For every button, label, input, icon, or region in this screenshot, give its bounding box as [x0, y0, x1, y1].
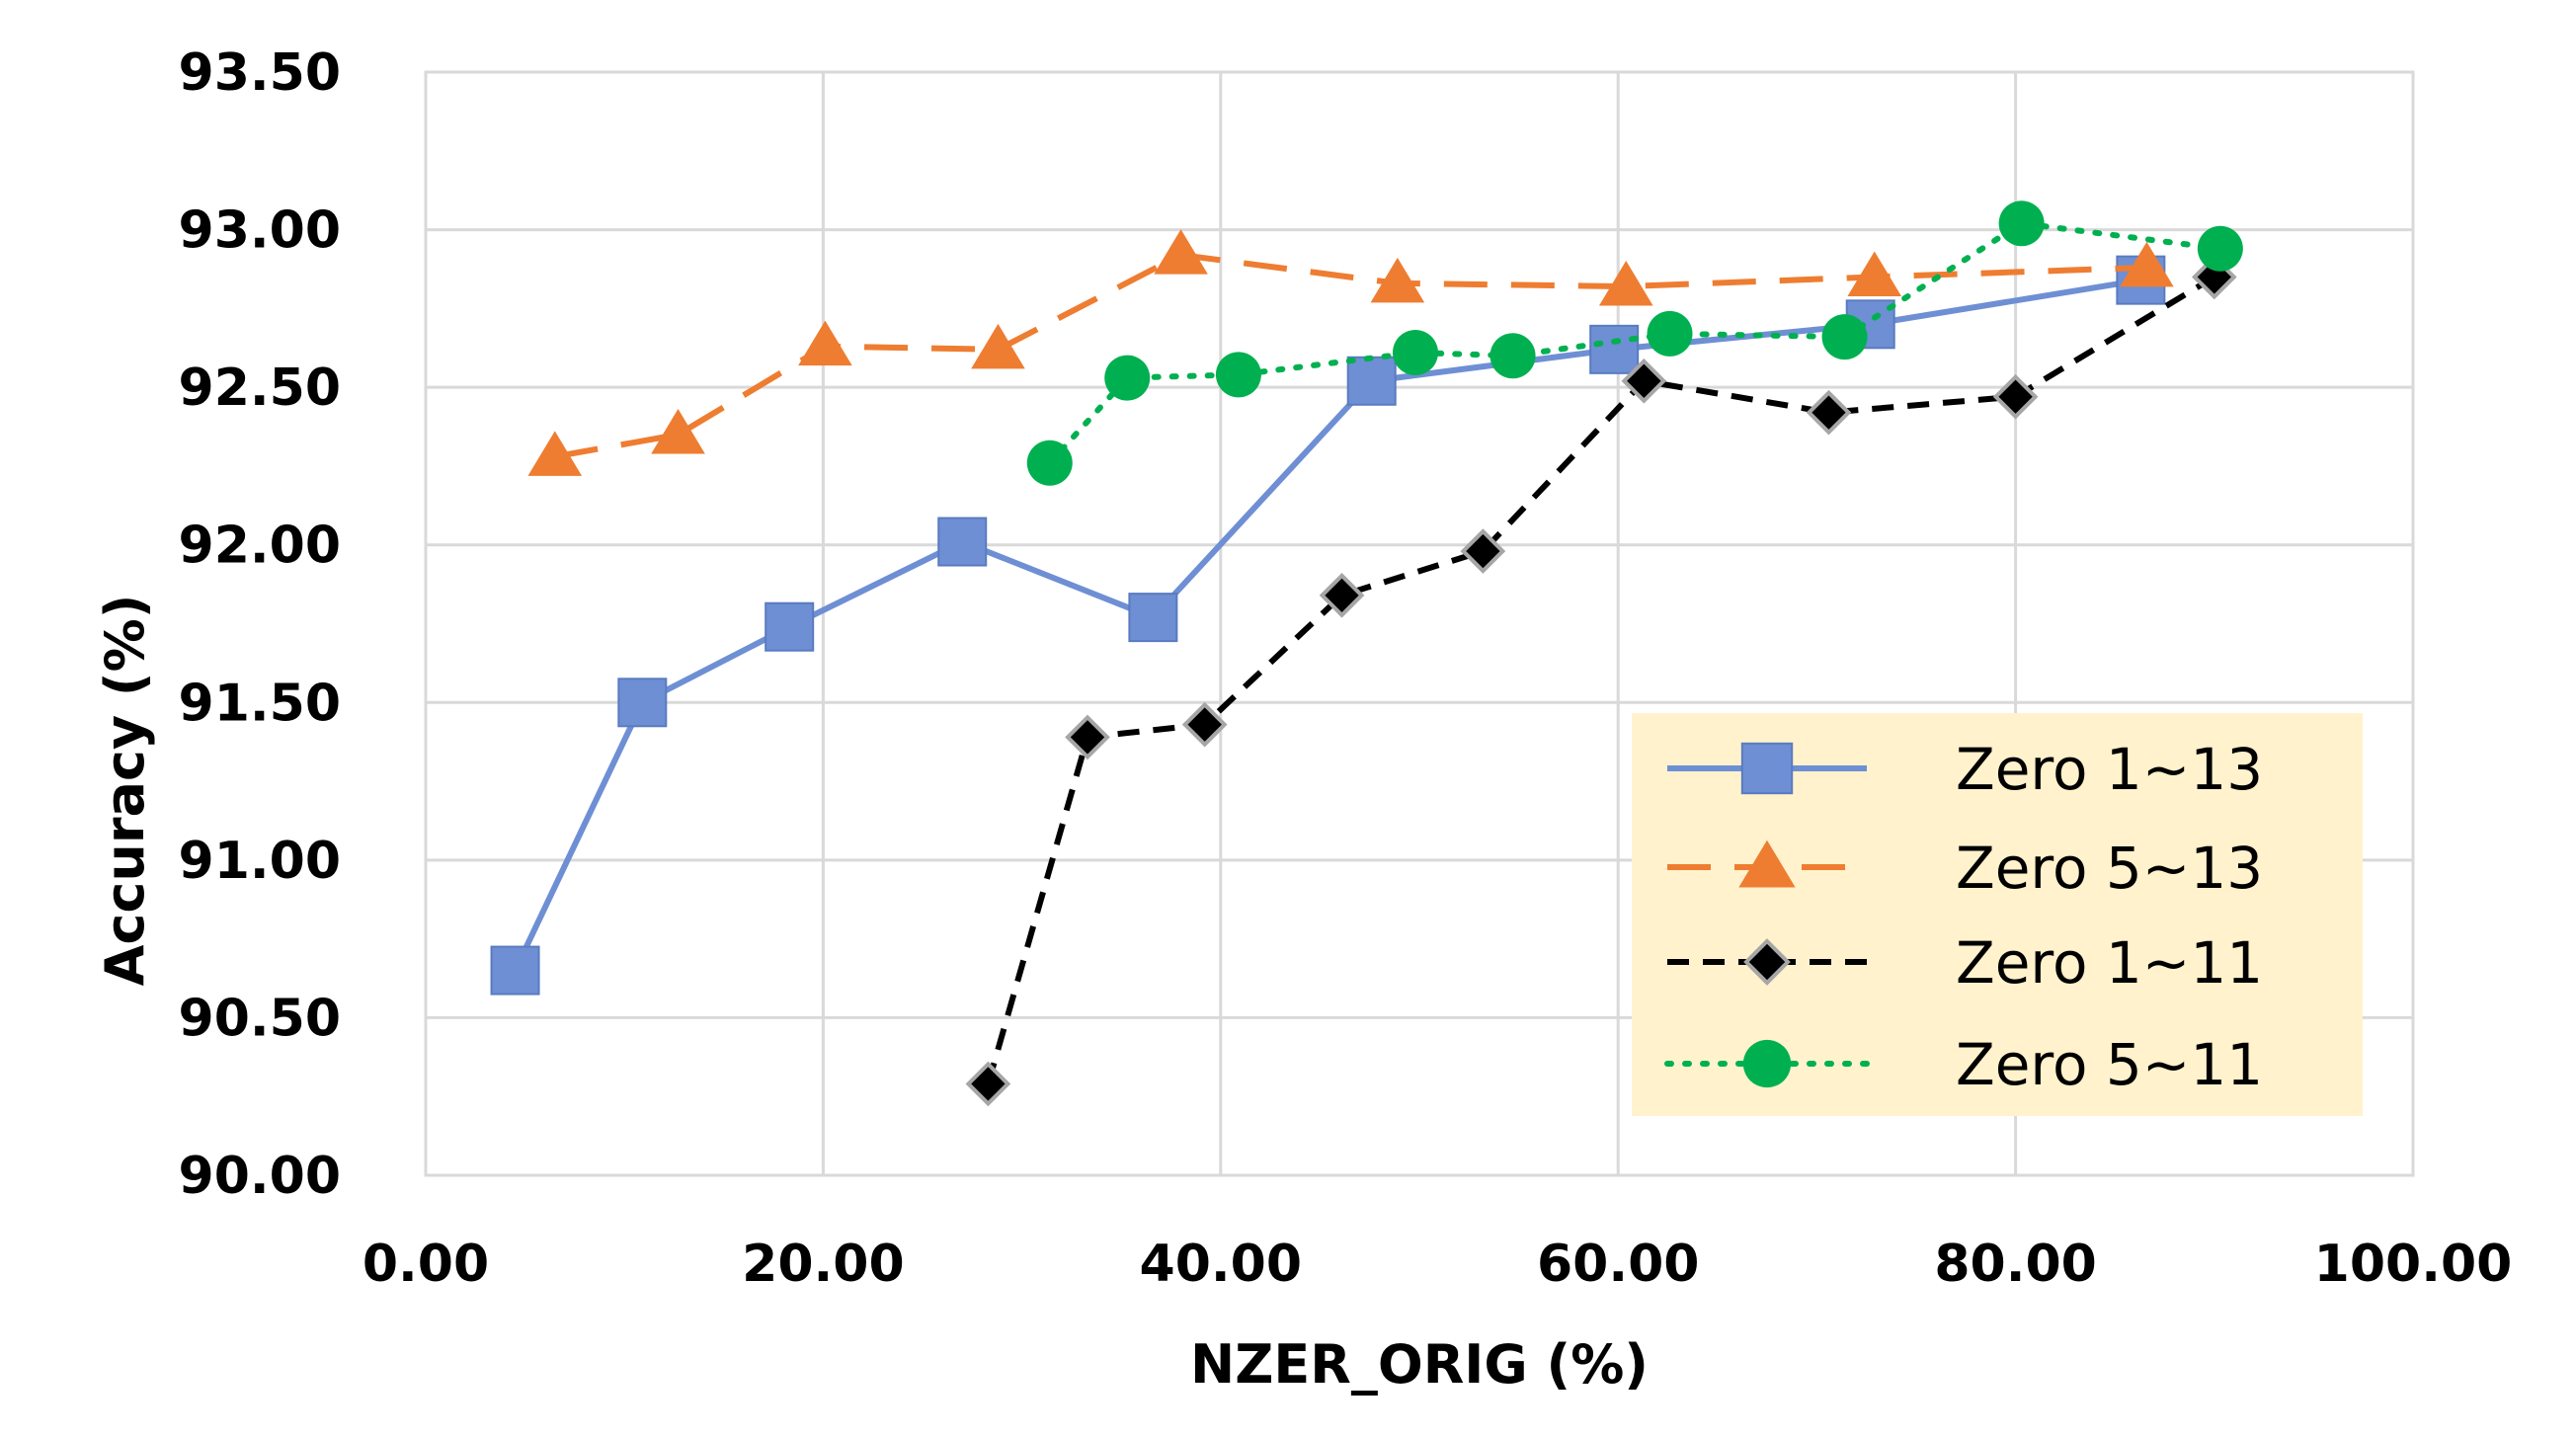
x-tick-label: 0.00 [362, 1235, 489, 1294]
x-tick-label: 100.00 [2314, 1235, 2513, 1294]
legend-marker [1740, 742, 1794, 795]
data-point [937, 517, 988, 567]
data-point [1026, 439, 1073, 486]
data-point [490, 945, 540, 996]
data-point [1392, 330, 1438, 376]
data-point [1319, 572, 1365, 618]
legend-label: Zero 5~13 [1956, 835, 2263, 902]
data-point [1621, 358, 1667, 404]
y-tick-label: 93.50 [179, 43, 341, 103]
data-point [1998, 200, 2045, 247]
data-point [1215, 352, 1261, 398]
y-axis-title: Accuracy (%) [94, 595, 156, 987]
y-tick-label: 91.00 [179, 832, 341, 891]
data-point [1821, 314, 1868, 360]
series-2 [965, 254, 2237, 1107]
x-tick-label: 80.00 [1934, 1235, 2096, 1294]
data-point [1806, 389, 1852, 436]
data-point [2197, 225, 2243, 272]
data-point [1154, 229, 1208, 275]
data-point [617, 678, 668, 728]
legend: Zero 1~13 Zero 5~13 Zero 1~11 Zero 5~11 [1632, 713, 2363, 1116]
x-tick-label: 60.00 [1537, 1235, 1699, 1294]
legend-marker [1742, 1039, 1792, 1088]
data-point [1346, 356, 1397, 406]
x-tick-label: 40.00 [1140, 1235, 1302, 1294]
data-point [798, 320, 852, 366]
data-point [765, 601, 815, 652]
data-point [965, 1061, 1011, 1107]
data-point [1065, 714, 1110, 760]
data-point [1370, 257, 1425, 303]
series-line [554, 252, 2147, 460]
data-point [1181, 701, 1228, 748]
y-tick-label: 92.50 [179, 359, 341, 418]
x-tick-labels: 0.00 20.00 40.00 60.00 80.00 100.00 [362, 1235, 2512, 1294]
data-point [1104, 355, 1151, 401]
data-point [651, 409, 705, 454]
y-tick-label: 93.00 [179, 201, 341, 261]
y-tick-label: 90.00 [179, 1147, 341, 1206]
data-point [1128, 593, 1178, 643]
data-point [1647, 310, 1693, 357]
legend-marker [1743, 938, 1791, 986]
data-point [1489, 333, 1536, 379]
x-axis-title: NZER_ORIG (%) [1190, 1333, 1649, 1396]
data-point [971, 323, 1025, 369]
y-tick-label: 90.50 [179, 989, 341, 1048]
plot-border [424, 70, 2415, 1177]
x-tick-label: 20.00 [742, 1235, 904, 1294]
data-point [1589, 324, 1640, 374]
data-point [1460, 528, 1506, 574]
data-point [2120, 241, 2174, 287]
y-tick-label: 92.00 [179, 517, 341, 576]
series-group [490, 200, 2243, 1107]
legend-label: Zero 1~13 [1956, 736, 2263, 803]
data-point [1847, 251, 1902, 296]
series-line [985, 274, 2216, 1085]
legend-label: Zero 5~11 [1956, 1031, 2263, 1098]
data-point [1992, 373, 2039, 420]
data-point [527, 431, 583, 476]
series-0 [490, 255, 2166, 996]
legend-marker [1738, 839, 1796, 888]
data-point [1598, 261, 1653, 306]
series-1 [527, 229, 2174, 476]
legend-label: Zero 1~11 [1956, 929, 2263, 997]
y-tick-label: 91.50 [179, 674, 341, 733]
series-3 [1026, 200, 2243, 486]
y-tick-labels: 90.00 90.50 91.00 91.50 92.00 92.50 93.00 93.50 [179, 43, 341, 1206]
